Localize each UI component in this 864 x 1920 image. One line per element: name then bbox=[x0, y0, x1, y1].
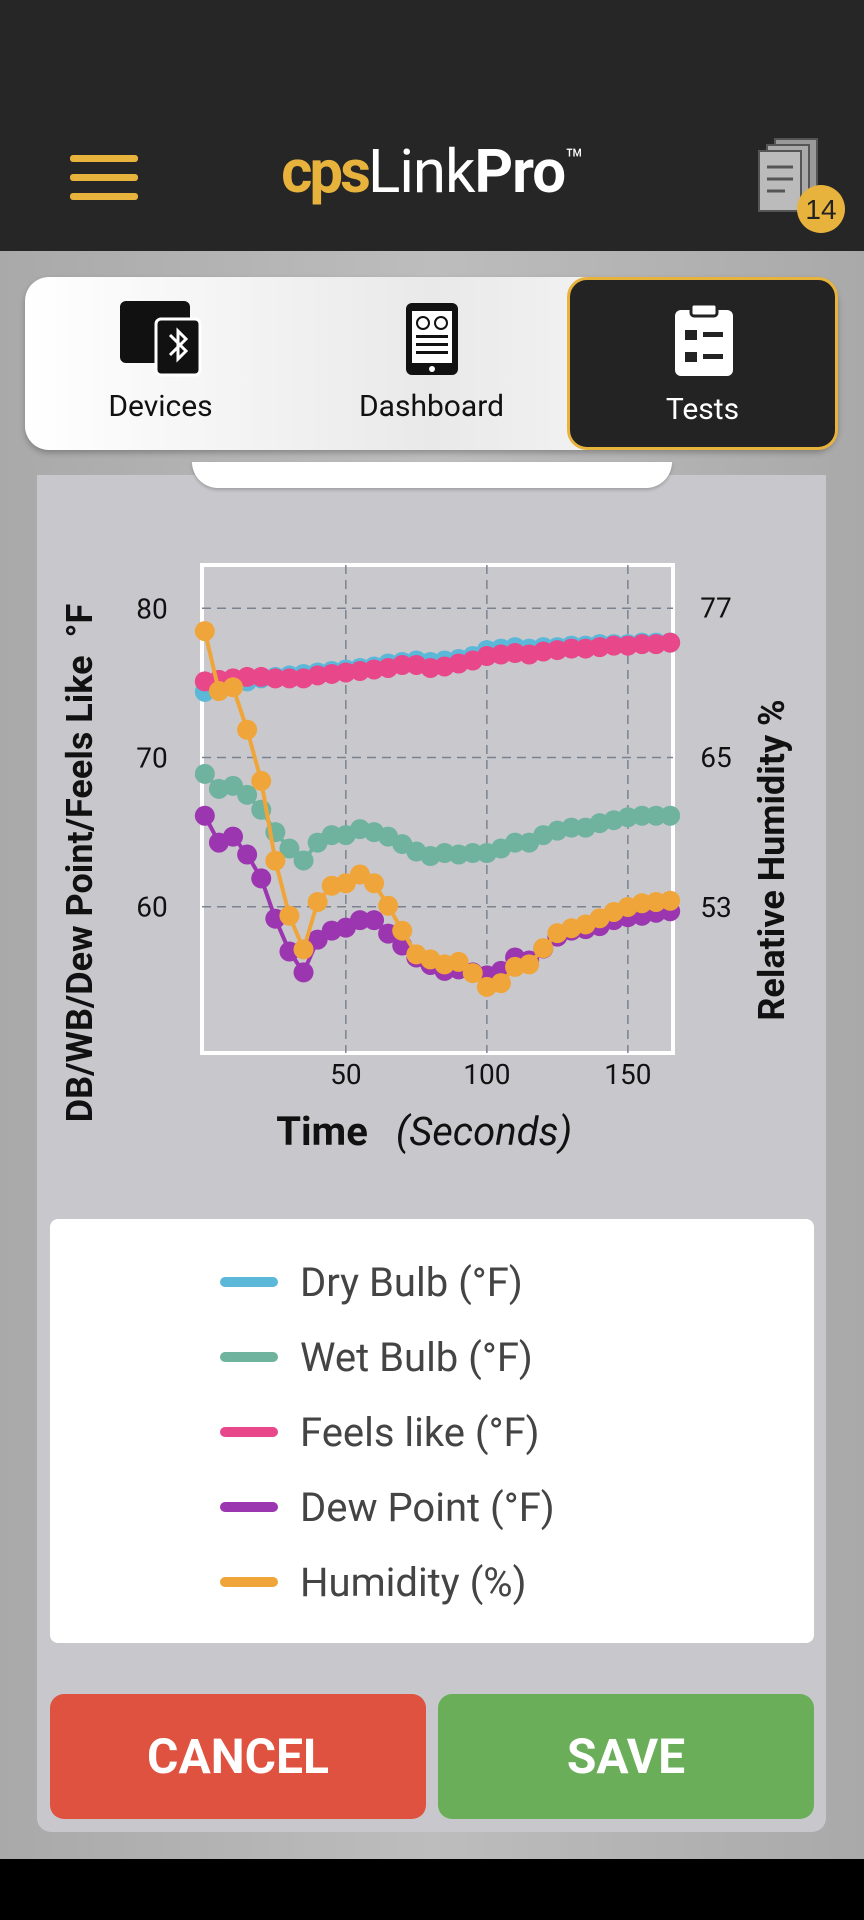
data-point bbox=[293, 939, 314, 960]
data-point bbox=[194, 763, 215, 784]
data-point bbox=[321, 825, 342, 846]
data-point bbox=[349, 910, 370, 931]
data-point bbox=[533, 938, 554, 959]
data-point bbox=[307, 891, 328, 912]
data-point bbox=[251, 868, 272, 889]
tab-label: Tests bbox=[665, 392, 740, 427]
legend-label: Feels like (°F) bbox=[300, 1409, 540, 1456]
data-point bbox=[223, 677, 244, 698]
data-point bbox=[462, 843, 483, 864]
data-point bbox=[237, 666, 258, 687]
legend: Dry Bulb (°F) Wet Bulb (°F) Feels like (°F… bbox=[50, 1219, 814, 1643]
tab-label: Dashboard bbox=[358, 389, 505, 424]
data-point bbox=[462, 963, 483, 984]
logo-cps: cps bbox=[281, 136, 371, 207]
x-tick-label: 100 bbox=[463, 1058, 510, 1091]
tab-label: Devices bbox=[108, 389, 213, 424]
x-tick-label: 50 bbox=[330, 1058, 361, 1091]
tests-icon bbox=[675, 302, 733, 376]
x-axis-unit: (Seconds) bbox=[396, 1108, 572, 1155]
legend-label: Humidity (%) bbox=[300, 1559, 527, 1606]
legend-label: Dry Bulb (°F) bbox=[300, 1259, 523, 1306]
data-point bbox=[279, 905, 300, 926]
data-point bbox=[392, 920, 413, 941]
legend-label: Wet Bulb (°F) bbox=[300, 1334, 533, 1381]
app-bar bbox=[0, 0, 864, 251]
dashboard-tab[interactable]: Dashboard bbox=[296, 277, 567, 450]
data-point bbox=[660, 890, 681, 911]
data-point bbox=[237, 784, 258, 805]
data-point bbox=[561, 817, 582, 838]
data-point bbox=[561, 638, 582, 659]
devices-tab[interactable]: Devices bbox=[25, 277, 296, 450]
y2-axis-label: Relative Humidity % bbox=[751, 699, 793, 1020]
data-point bbox=[293, 962, 314, 983]
cancel-button[interactable]: CANCEL bbox=[50, 1694, 426, 1819]
chart: 60 70 80 53 65 77 50 100 150 Time (Seconds) DB/WB/D… bbox=[59, 563, 793, 1155]
legend-label: Dew Point (°F) bbox=[300, 1484, 555, 1531]
y2-tick-label: 65 bbox=[700, 741, 731, 774]
menu-button[interactable] bbox=[70, 152, 140, 204]
legend-items: Dry Bulb (°F) Wet Bulb (°F) Feels like (°F… bbox=[220, 1259, 555, 1606]
data-point bbox=[265, 668, 286, 689]
devices-icon bbox=[120, 301, 202, 377]
x-tick-label: 150 bbox=[604, 1058, 651, 1091]
data-point bbox=[519, 954, 540, 975]
panel-card-edge bbox=[192, 462, 672, 488]
data-point bbox=[490, 973, 511, 994]
system-nav-bar bbox=[0, 1859, 864, 1920]
data-point bbox=[251, 770, 272, 791]
data-point bbox=[378, 895, 399, 916]
logo-pro: Pro bbox=[474, 136, 566, 207]
data-point bbox=[392, 654, 413, 675]
data-point bbox=[603, 635, 624, 656]
y-tick-label: 70 bbox=[136, 742, 167, 775]
data-point bbox=[237, 844, 258, 865]
tests-tab[interactable]: Tests bbox=[567, 277, 838, 450]
tab-bar: Devices Dashboard Tests bbox=[25, 277, 838, 450]
data-point bbox=[279, 668, 300, 689]
data-point bbox=[364, 910, 385, 931]
data-point bbox=[631, 634, 652, 655]
data-point bbox=[237, 719, 258, 740]
logo: cpsLinkPro™ bbox=[0, 136, 864, 207]
badge-count: 14 bbox=[805, 194, 836, 225]
save-button[interactable]: SAVE bbox=[438, 1694, 814, 1819]
data-point bbox=[660, 632, 681, 653]
x-axis-label: Time bbox=[276, 1108, 368, 1155]
y-tick-label: 80 bbox=[136, 592, 167, 625]
logo-link: Link bbox=[368, 136, 475, 207]
data-point bbox=[194, 621, 215, 642]
reports-button[interactable]: 14 bbox=[755, 135, 855, 235]
data-point bbox=[646, 805, 667, 826]
data-point bbox=[293, 850, 314, 871]
y-axis-label: DB/WB/Dew Point/Feels Like °F bbox=[59, 604, 101, 1123]
data-point bbox=[660, 805, 681, 826]
data-point bbox=[505, 832, 526, 853]
data-point bbox=[448, 951, 469, 972]
data-point bbox=[364, 873, 385, 894]
y2-tick-label: 77 bbox=[700, 591, 731, 624]
logo-tm: ™ bbox=[565, 143, 584, 178]
y-tick-label: 60 bbox=[136, 891, 167, 924]
y2-tick-label: 53 bbox=[700, 891, 731, 924]
data-point bbox=[223, 826, 244, 847]
data-point bbox=[279, 838, 300, 859]
data-point bbox=[265, 850, 286, 871]
dashboard-icon bbox=[406, 303, 458, 375]
data-point bbox=[194, 805, 215, 826]
data-point bbox=[631, 805, 652, 826]
